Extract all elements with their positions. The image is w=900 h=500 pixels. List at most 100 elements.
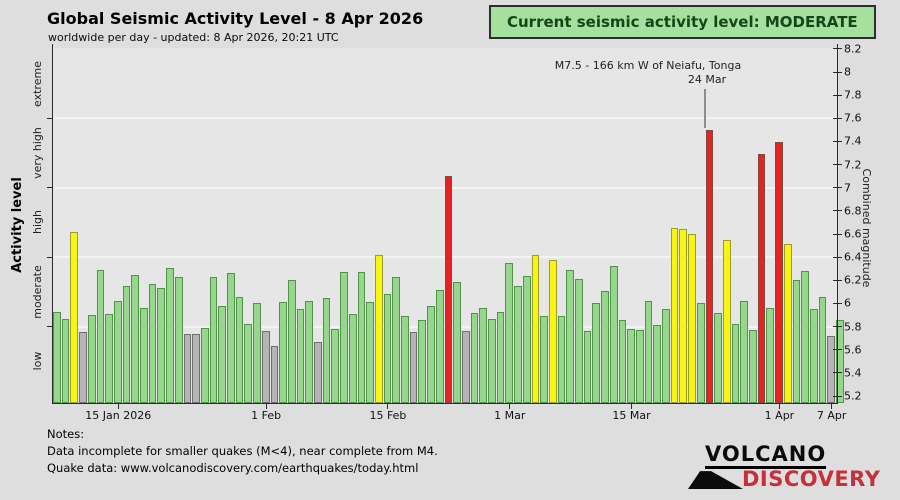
annotation-text: M7.5 - 166 km W of Neiafu, Tonga [554,59,742,72]
day-bar-12-Jan [87,315,96,403]
day-bar-10-Feb [340,272,348,403]
day-bar-15-Mar [627,328,635,403]
day-bar-14-Mar [618,319,627,403]
day-bar-25-Mar [714,312,722,403]
day-bar-25-Jan [200,327,209,403]
right-tick-label: 8 [844,65,851,79]
day-bar-30-Mar [757,154,766,403]
day-bar-26-Mar [722,239,731,403]
day-bar-23-Mar [696,303,705,403]
logo-text-discovery: DISCOVERY [742,467,881,491]
day-bar-15-Jan [113,301,122,403]
current-activity-badge: Current seismic activity level: MODERATE [489,5,876,39]
gridline [52,117,837,120]
x-tick-label: 1 Mar [494,409,526,422]
day-bar-13-Mar [609,266,618,403]
day-bar-17-Feb [401,316,409,403]
right-tick-label: 5.6 [844,343,862,357]
day-bar-23-Jan [183,333,192,403]
day-bar-7-Mar [557,316,566,403]
day-bar-12-Mar [601,290,609,403]
day-bar-6-Apr [818,296,827,403]
x-tick [117,403,119,409]
activity-level-label-low: low [31,351,44,371]
right-tick-label: 6.2 [844,273,862,287]
day-bar-5-Mar [540,316,548,403]
day-bar-20-Mar [670,228,679,403]
day-bar-9-Mar [575,279,583,403]
day-bar-2-Feb [270,346,279,403]
day-bar-18-Feb [409,332,418,403]
day-bar-3-Mar [522,275,531,403]
day-bar-23-Feb [453,281,461,403]
right-tick-label: 8.2 [844,42,862,56]
day-bar-28-Feb [496,311,505,403]
day-bar-22-Mar [688,234,696,403]
day-bar-17-Mar [644,301,653,403]
y-axis-left [52,44,53,404]
activity-level-label-extreme: extreme [31,60,44,107]
day-bar-17-Jan [131,274,140,403]
day-bar-19-Feb [418,319,427,403]
day-bar-7-Apr [827,335,836,403]
day-bar-20-Jan [157,288,166,403]
day-bar-29-Jan [235,296,244,403]
volcano-discovery-logo[interactable]: VOLCANO DISCOVERY [688,443,880,491]
y-axis-title-left: Activity level [10,177,25,273]
notes-heading: Notes: [47,427,85,441]
day-bar-27-Mar [731,324,740,403]
right-tick-label: 7.4 [844,134,862,148]
day-bar-22-Jan [174,276,183,403]
day-bar-1-Mar [505,262,514,403]
day-bar-5-Apr [809,309,818,403]
right-tick-label: 6.4 [844,250,862,264]
day-bar-1-Feb [261,331,270,403]
x-tick [631,403,633,409]
day-bar-24-Feb [461,331,470,403]
day-bar-6-Mar [548,259,557,403]
right-tick-label: 6.8 [844,204,862,218]
day-bar-4-Feb [287,280,296,403]
page-subtitle: worldwide per day - updated: 8 Apr 2026,… [48,31,339,44]
day-bar-8-Mar [566,269,575,403]
y-axis-title-right: Combined magnitude [860,168,873,288]
x-axis [52,403,838,404]
right-tick-label: 7.6 [844,111,862,125]
day-bar-7-Feb [314,341,322,403]
x-tick [265,403,267,409]
day-bar-13-Jan [96,269,105,403]
left-tick [47,117,53,119]
x-tick [509,403,511,409]
day-bar-12-Feb [357,272,366,403]
day-bar-10-Mar [583,331,592,403]
day-bar-28-Mar [740,301,749,403]
day-bar-9-Feb [331,328,340,403]
day-bar-3-Apr [792,280,801,403]
right-tick-label: 5.8 [844,320,862,334]
day-bar-20-Feb [427,305,435,403]
x-tick-label: 1 Apr [764,409,795,422]
notes-line-1: Data incomplete for smaller quakes (M<4)… [47,444,438,458]
day-bar-27-Jan [218,305,227,403]
day-bar-16-Feb [392,276,401,403]
day-bar-9-Jan [61,318,70,403]
day-bar-19-Jan [148,283,157,403]
activity-level-label-very-high: very high [31,127,44,179]
x-tick-label: 7 Apr [816,409,847,422]
x-tick [831,403,833,409]
right-tick-label: 6 [844,296,851,310]
day-bar-16-Mar [635,330,644,403]
day-bar-6-Feb [305,301,314,403]
day-bar-25-Feb [470,312,479,403]
day-bar-29-Mar [749,330,757,403]
day-bar-27-Feb [488,318,496,403]
day-bar-11-Feb [348,313,357,403]
x-tick-label: 1 Feb [251,409,282,422]
volcano-icon [688,471,743,489]
day-bar-2-Apr [783,244,792,403]
left-tick [47,256,53,258]
day-bar-21-Jan [166,267,174,403]
annotation-pointer-line [704,89,706,128]
x-tick-label: 15 Feb [369,409,407,422]
